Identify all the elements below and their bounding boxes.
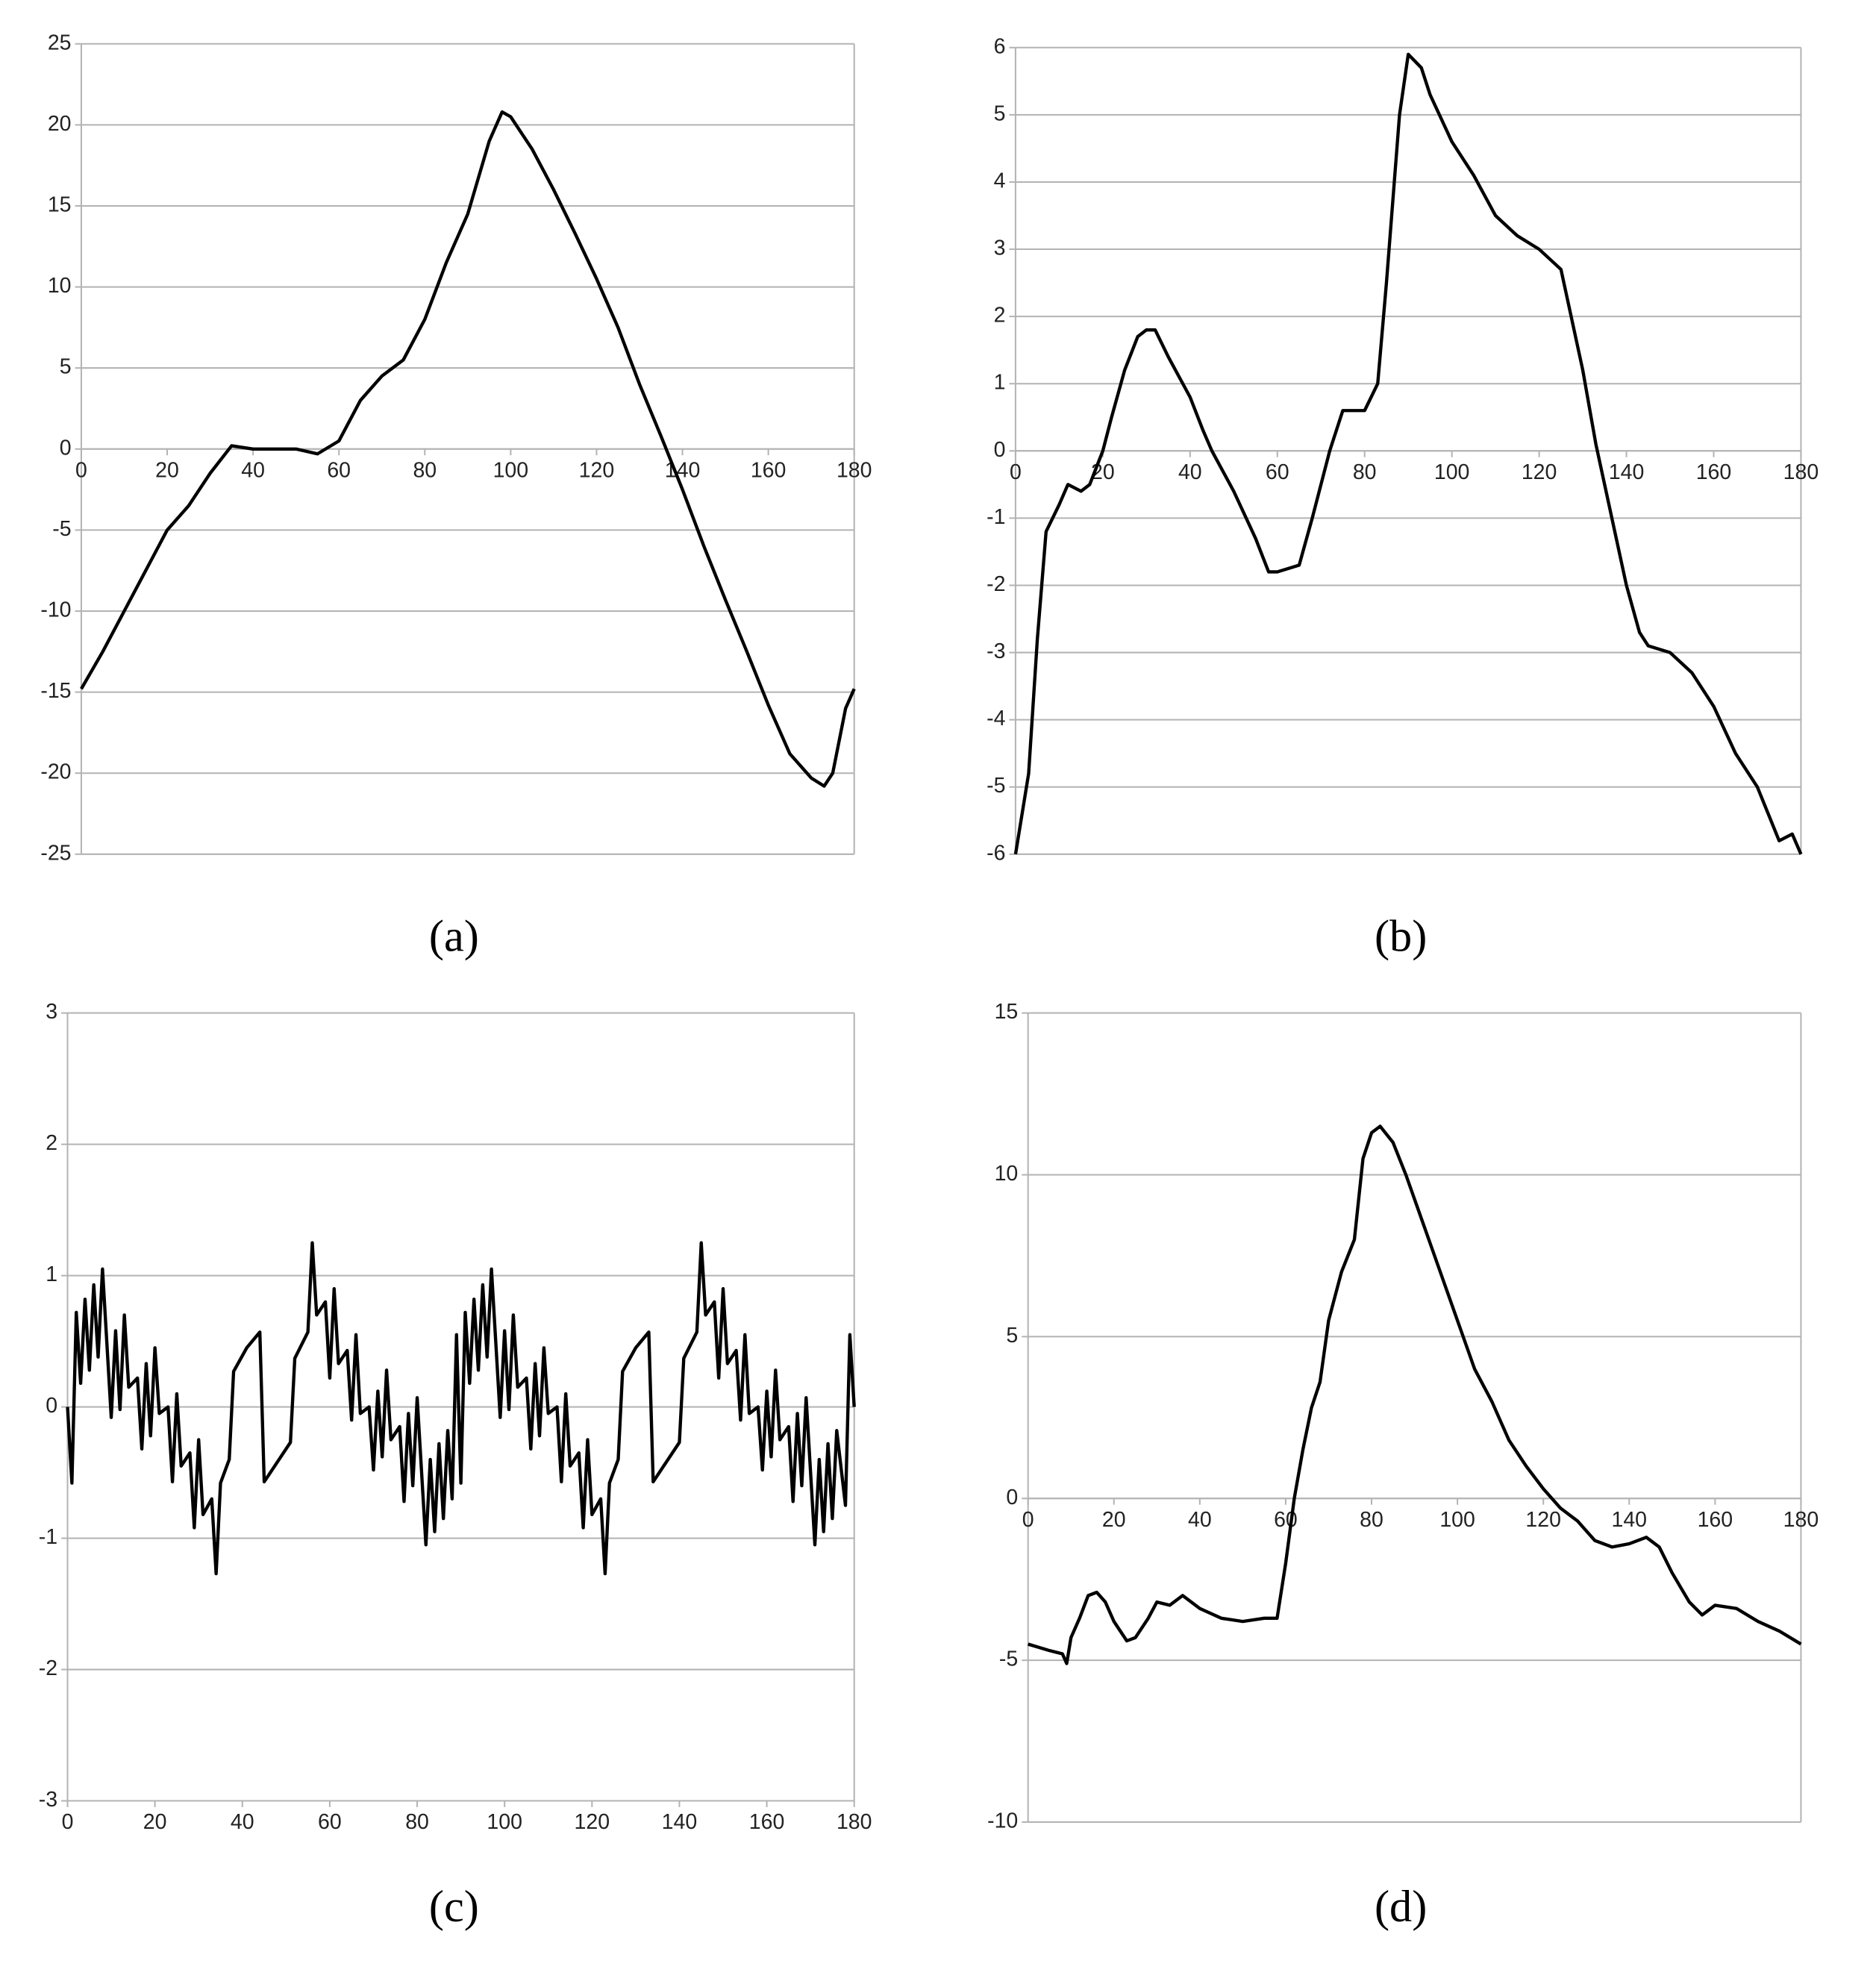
y-tick-label: 0 <box>46 1394 57 1418</box>
panel-label: (c) <box>429 1882 479 1932</box>
panel-label: (d) <box>1375 1882 1427 1932</box>
x-tick-label: 80 <box>405 1810 429 1834</box>
x-tick-label: 180 <box>1783 460 1819 484</box>
y-tick-label: -1 <box>39 1525 57 1549</box>
panel-label: (a) <box>429 911 479 961</box>
y-tick-label: -5 <box>987 774 1005 798</box>
y-tick-label: -25 <box>40 841 71 865</box>
y-tick-label: -10 <box>987 1809 1018 1833</box>
x-tick-label: 0 <box>62 1810 74 1834</box>
x-tick-label: 60 <box>318 1810 342 1834</box>
x-tick-label: 120 <box>575 1810 610 1834</box>
data-line <box>80 110 856 788</box>
y-tick-label: -10 <box>40 598 71 622</box>
y-tick-label: 1 <box>994 371 1006 395</box>
y-tick-label: -5 <box>999 1647 1018 1671</box>
x-tick-label: 20 <box>143 1810 167 1834</box>
y-tick-label: -2 <box>987 572 1005 596</box>
x-tick-label: 140 <box>1609 460 1645 484</box>
y-tick-label: 3 <box>46 1000 57 1024</box>
x-tick-label: 20 <box>155 458 179 482</box>
x-tick-label: 40 <box>1188 1508 1212 1532</box>
x-tick-label: 100 <box>487 1810 522 1834</box>
x-tick-label: 80 <box>1360 1508 1383 1532</box>
y-tick-label: 0 <box>60 436 72 460</box>
y-tick-label: 5 <box>994 101 1006 125</box>
x-tick-label: 120 <box>1522 460 1557 484</box>
x-tick-label: 180 <box>837 458 872 482</box>
y-tick-label: 10 <box>48 274 72 298</box>
y-tick-label: 0 <box>994 438 1006 462</box>
y-tick-label: -2 <box>39 1656 57 1680</box>
y-tick-label: 2 <box>46 1131 57 1155</box>
x-tick-label: 100 <box>1439 1508 1475 1532</box>
x-tick-label: 0 <box>75 458 87 482</box>
panel-label: (b) <box>1375 911 1427 961</box>
x-tick-label: 60 <box>327 458 351 482</box>
y-tick-label: 5 <box>1006 1324 1018 1348</box>
x-tick-label: 80 <box>413 458 437 482</box>
y-tick-label: 25 <box>48 31 72 54</box>
y-tick-label: 1 <box>46 1262 57 1286</box>
x-tick-label: 100 <box>493 458 529 482</box>
y-tick-label: -4 <box>987 707 1005 730</box>
y-tick-label: 10 <box>995 1162 1019 1186</box>
x-tick-label: 160 <box>751 458 787 482</box>
y-tick-label: 0 <box>1006 1486 1018 1509</box>
y-tick-label: 5 <box>60 355 72 379</box>
y-tick-label: 3 <box>994 237 1006 260</box>
data-line <box>1013 52 1803 855</box>
y-tick-label: -3 <box>987 639 1005 663</box>
y-tick-label: -15 <box>40 679 71 703</box>
y-tick-label: 2 <box>994 304 1006 328</box>
y-tick-label: 15 <box>995 1000 1019 1024</box>
y-tick-label: -5 <box>52 517 71 541</box>
y-tick-label: 6 <box>994 34 1006 58</box>
x-tick-label: 40 <box>241 458 265 482</box>
x-tick-label: 0 <box>1010 460 1022 484</box>
x-tick-label: 140 <box>662 1810 698 1834</box>
x-tick-label: 160 <box>749 1810 785 1834</box>
y-tick-label: 4 <box>994 169 1006 193</box>
x-tick-label: 0 <box>1022 1508 1034 1532</box>
x-tick-label: 20 <box>1102 1508 1126 1532</box>
data-line <box>66 1241 856 1576</box>
y-tick-label: 15 <box>48 193 72 217</box>
y-tick-label: -3 <box>39 1788 57 1812</box>
x-tick-label: 40 <box>1178 460 1202 484</box>
x-tick-label: 160 <box>1696 460 1732 484</box>
x-tick-label: 80 <box>1353 460 1377 484</box>
x-tick-label: 120 <box>579 458 615 482</box>
x-tick-label: 180 <box>837 1810 872 1834</box>
data-line <box>1028 1124 1802 1665</box>
x-tick-label: 140 <box>1612 1508 1648 1532</box>
y-tick-label: -6 <box>987 841 1005 865</box>
x-tick-label: 60 <box>1266 460 1289 484</box>
x-tick-label: 120 <box>1525 1508 1561 1532</box>
y-tick-label: -20 <box>40 760 71 784</box>
x-tick-label: 40 <box>231 1810 254 1834</box>
x-tick-label: 100 <box>1434 460 1470 484</box>
x-tick-label: 160 <box>1698 1508 1733 1532</box>
y-tick-label: -1 <box>987 505 1005 529</box>
y-tick-label: 20 <box>48 112 72 136</box>
x-tick-label: 180 <box>1783 1508 1819 1532</box>
